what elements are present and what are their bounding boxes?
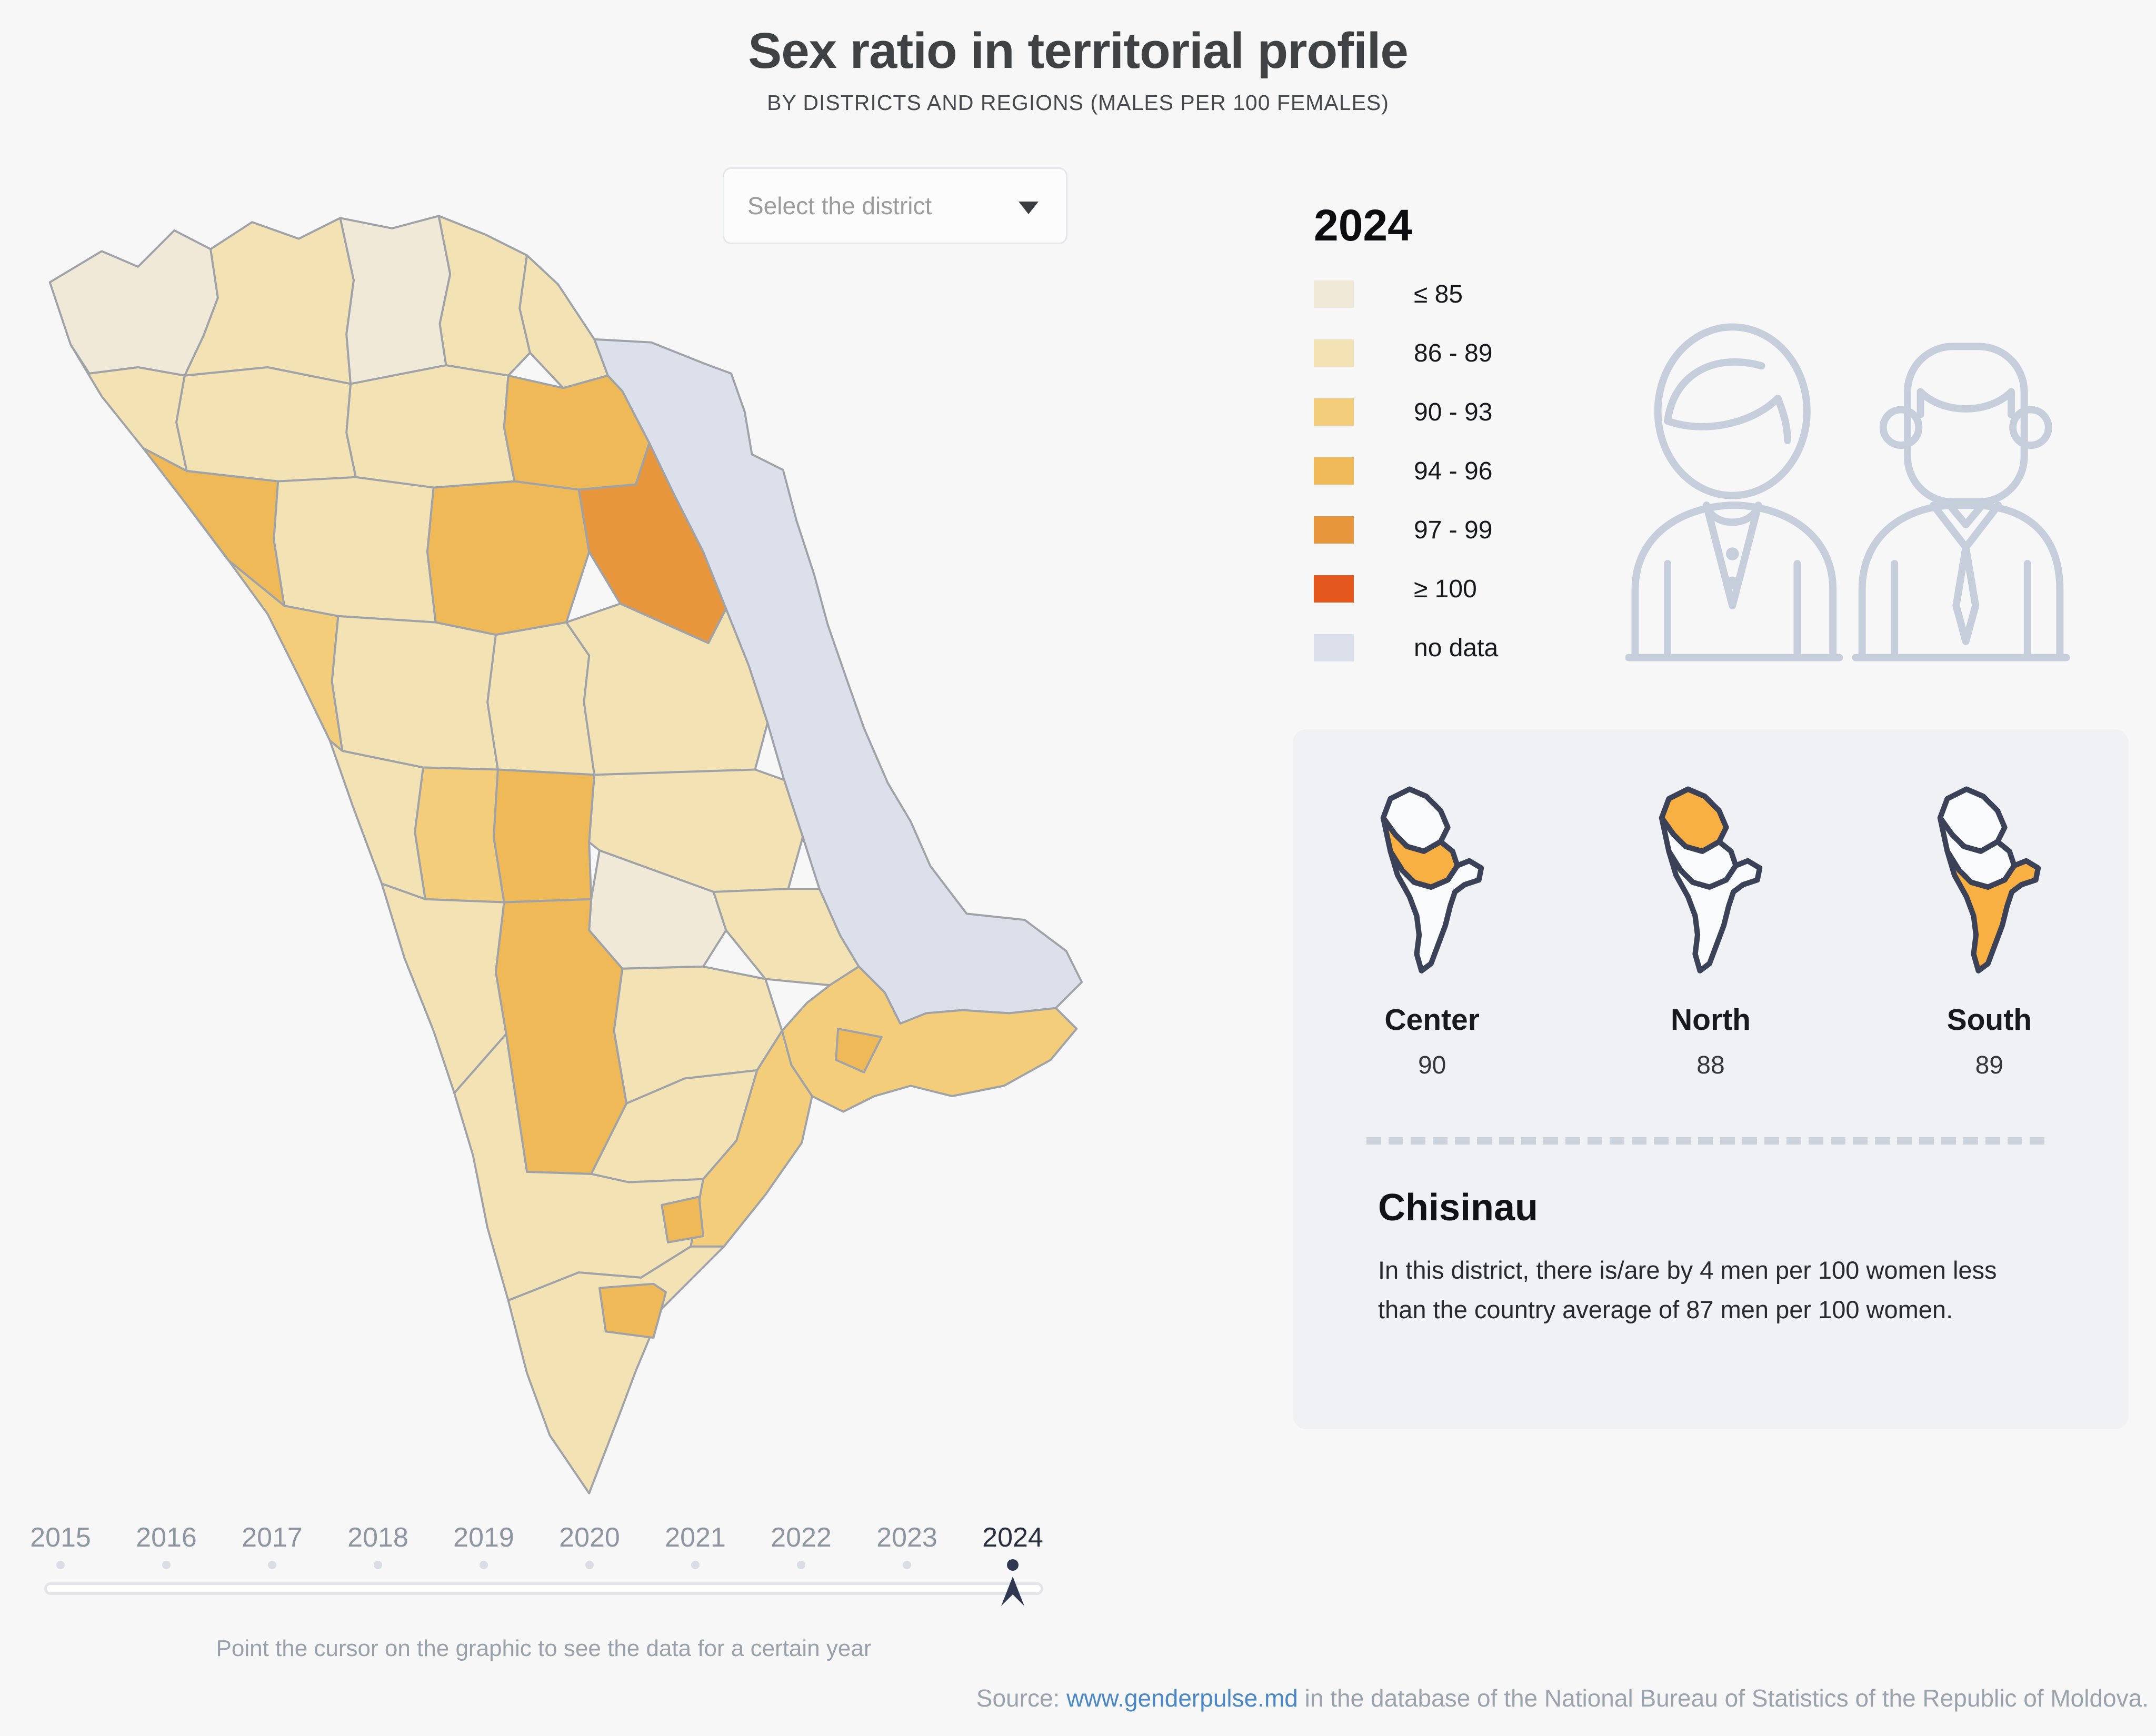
timeline-tick[interactable] bbox=[162, 1561, 171, 1569]
legend-item: 94 - 96 bbox=[1314, 457, 1492, 485]
page-title: Sex ratio in territorial profile bbox=[748, 23, 1409, 79]
timeline-tick[interactable] bbox=[268, 1561, 276, 1569]
timeline-tick[interactable] bbox=[691, 1561, 700, 1569]
timeline-year-2018[interactable]: 2018 bbox=[347, 1522, 408, 1553]
district[interactable] bbox=[507, 1245, 725, 1494]
legend-label: 94 - 96 bbox=[1414, 457, 1493, 485]
district[interactable] bbox=[565, 603, 769, 776]
timeline-tick[interactable] bbox=[56, 1561, 65, 1569]
timeline-ticks bbox=[0, 1559, 2156, 1578]
minimap-center-region bbox=[1380, 815, 1460, 890]
selected-district-description: In this district, there is/are by 4 men … bbox=[1378, 1256, 1997, 1323]
timeline-tick[interactable] bbox=[374, 1561, 382, 1569]
minimap-north-region bbox=[1659, 786, 1729, 854]
legend-label: 90 - 93 bbox=[1414, 398, 1493, 426]
region-value: 89 bbox=[1975, 1051, 2003, 1079]
page-subtitle: BY DISTRICTS AND REGIONS (MALES PER 100 … bbox=[767, 91, 1389, 115]
district[interactable] bbox=[273, 476, 437, 624]
legend-item: 86 - 89 bbox=[1314, 339, 1492, 367]
legend-label: 97 - 99 bbox=[1414, 516, 1493, 544]
dashed-divider bbox=[1366, 1137, 2044, 1145]
source-link[interactable]: www.genderpulse.md bbox=[1066, 1684, 1298, 1712]
district[interactable] bbox=[661, 1196, 704, 1243]
chevron-down-icon bbox=[1019, 202, 1039, 214]
district[interactable] bbox=[339, 215, 452, 385]
district[interactable] bbox=[426, 480, 591, 636]
region-south: South 89 bbox=[1879, 782, 2100, 1080]
region-name: Center bbox=[1384, 1003, 1480, 1037]
region-name: North bbox=[1671, 1003, 1751, 1037]
district[interactable] bbox=[835, 1028, 883, 1073]
timeline-slider-handle[interactable] bbox=[1001, 1577, 1025, 1607]
timeline-tick[interactable] bbox=[903, 1561, 911, 1569]
timeline-tick[interactable] bbox=[797, 1561, 805, 1569]
legend-item: no data bbox=[1314, 634, 1498, 662]
timeline-tick[interactable] bbox=[585, 1561, 594, 1569]
district[interactable] bbox=[345, 364, 516, 489]
district-select[interactable]: Select the district bbox=[723, 167, 1067, 244]
district[interactable] bbox=[414, 766, 505, 904]
timeline-year-2021[interactable]: 2021 bbox=[665, 1522, 726, 1553]
source-line: Source: www.genderpulse.md in the databa… bbox=[976, 1684, 2149, 1712]
district[interactable] bbox=[518, 254, 609, 389]
source-label: Source: bbox=[976, 1684, 1067, 1712]
man-and-woman-icon bbox=[1625, 323, 2070, 661]
legend-year: 2024 bbox=[1314, 200, 1412, 250]
legend-swatch bbox=[1314, 398, 1354, 426]
legend-item: ≥ 100 bbox=[1314, 575, 1477, 603]
timeline-year-2023[interactable]: 2023 bbox=[876, 1522, 937, 1553]
district[interactable] bbox=[577, 441, 727, 645]
timeline-years: 2015 2016 2017 2018 2019 2020 2021 2022 … bbox=[0, 1522, 2156, 1556]
timeline-year-2024-selected[interactable]: 2024 bbox=[982, 1522, 1043, 1553]
legend-swatch bbox=[1314, 575, 1354, 603]
district[interactable] bbox=[175, 366, 357, 483]
timeline-year-2015[interactable]: 2015 bbox=[30, 1522, 91, 1553]
selected-district-name: Chisinau bbox=[1378, 1187, 1539, 1229]
region-value: 90 bbox=[1418, 1051, 1446, 1079]
minimap-north-highlighted bbox=[1659, 786, 1763, 974]
district-select-placeholder: Select the district bbox=[747, 192, 932, 219]
legend-swatch bbox=[1314, 457, 1354, 485]
legend-swatch bbox=[1314, 634, 1354, 661]
regions-card: Center 90 North 88 South 89 Chisinau In … bbox=[1293, 729, 2129, 1429]
district[interactable] bbox=[486, 621, 596, 776]
region-value: 88 bbox=[1696, 1051, 1725, 1079]
region-north: North 88 bbox=[1600, 782, 1821, 1080]
timeline-year-2022[interactable]: 2022 bbox=[771, 1522, 832, 1553]
legend-swatch bbox=[1314, 339, 1354, 367]
legend-swatch bbox=[1314, 516, 1354, 544]
legend-item: 90 - 93 bbox=[1314, 398, 1492, 426]
source-text: in the database of the National Bureau o… bbox=[1297, 1684, 2149, 1712]
timeline-year-2020[interactable]: 2020 bbox=[559, 1522, 620, 1553]
timeline-tick[interactable] bbox=[480, 1561, 488, 1569]
district[interactable] bbox=[437, 215, 531, 377]
timeline-year-2016[interactable]: 2016 bbox=[136, 1522, 197, 1553]
district[interactable] bbox=[598, 1282, 667, 1339]
moldova-choropleth-map[interactable] bbox=[39, 208, 1087, 1502]
district[interactable] bbox=[493, 768, 596, 904]
minimap-center-highlighted bbox=[1380, 786, 1484, 974]
district[interactable] bbox=[781, 965, 1078, 1113]
district[interactable] bbox=[331, 615, 499, 771]
legend-label: 86 - 89 bbox=[1414, 339, 1493, 367]
minimap-south-highlighted bbox=[1938, 786, 2041, 974]
legend-item: ≤ 85 bbox=[1314, 280, 1463, 308]
legend-swatch bbox=[1314, 280, 1354, 308]
minimap-south-region bbox=[1944, 848, 2041, 974]
legend-label: ≥ 100 bbox=[1414, 575, 1477, 603]
legend-label: ≤ 85 bbox=[1414, 280, 1463, 308]
timeline-hint: Point the cursor on the graphic to see t… bbox=[216, 1635, 872, 1661]
region-center: Center 90 bbox=[1322, 782, 1543, 1080]
legend-item: 97 - 99 bbox=[1314, 516, 1492, 544]
region-name: South bbox=[1947, 1003, 2032, 1037]
legend-label: no data bbox=[1414, 634, 1499, 662]
region-minimaps: Center 90 North 88 South 89 bbox=[1293, 782, 2129, 1080]
timeline-year-2017[interactable]: 2017 bbox=[242, 1522, 303, 1553]
timeline-tick-selected[interactable] bbox=[1007, 1559, 1019, 1571]
timeline-year-2019[interactable]: 2019 bbox=[453, 1522, 514, 1553]
district[interactable] bbox=[328, 739, 426, 900]
minimap-south-region bbox=[1666, 848, 1763, 974]
timeline-slider-track[interactable] bbox=[44, 1582, 1043, 1595]
